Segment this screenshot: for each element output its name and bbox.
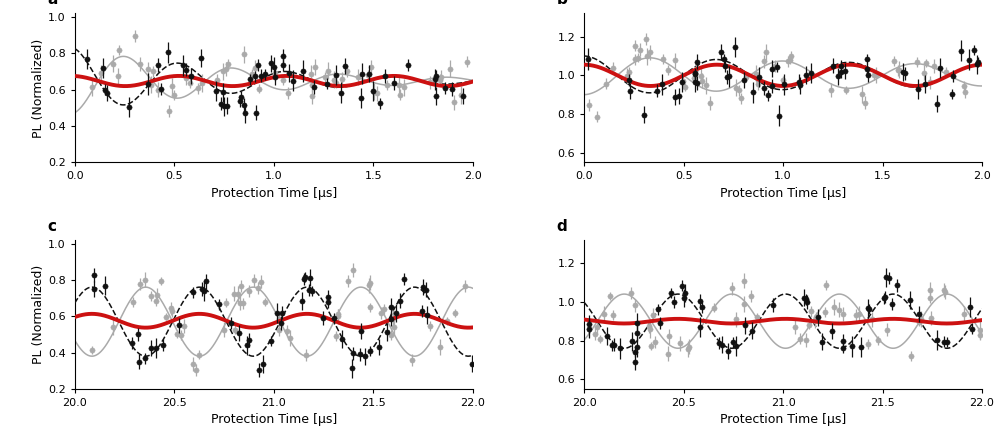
Text: d: d: [556, 219, 567, 234]
Y-axis label: PL (Normalized): PL (Normalized): [32, 265, 45, 364]
X-axis label: Protection Time [μs]: Protection Time [μs]: [720, 413, 846, 426]
Text: a: a: [47, 0, 57, 8]
Text: b: b: [556, 0, 567, 8]
X-axis label: Protection Time [μs]: Protection Time [μs]: [720, 187, 846, 200]
X-axis label: Protection Time [μs]: Protection Time [μs]: [210, 187, 337, 200]
Y-axis label: PL (Normalized): PL (Normalized): [32, 38, 45, 138]
X-axis label: Protection Time [μs]: Protection Time [μs]: [210, 413, 337, 426]
Text: c: c: [47, 219, 56, 234]
